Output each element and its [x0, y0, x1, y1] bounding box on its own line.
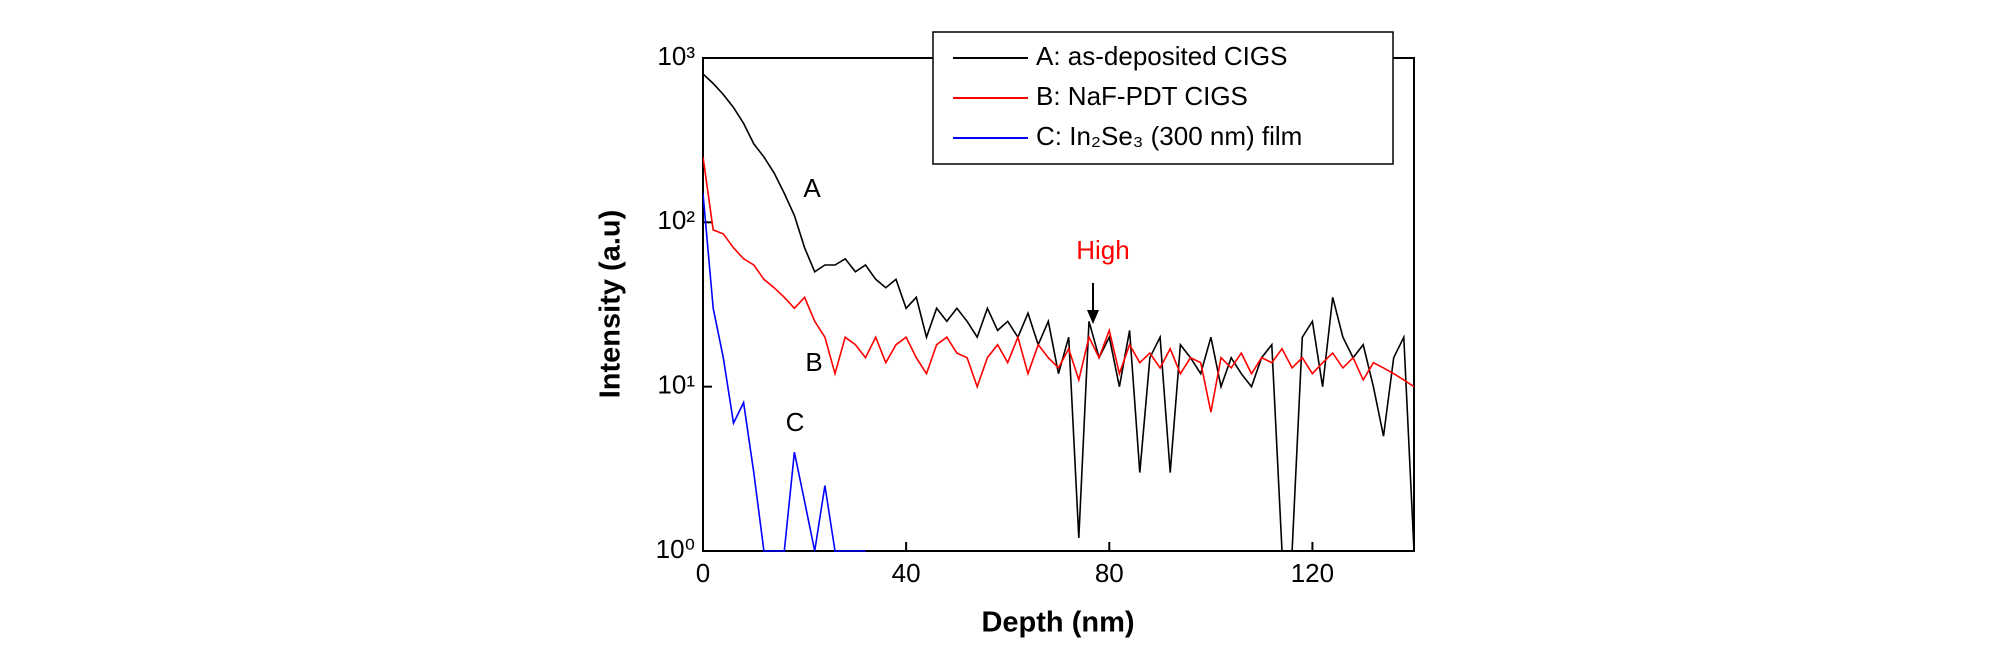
y-axis-label: Intensity (a.u)	[595, 210, 627, 399]
x-tick-label: 40	[892, 558, 921, 588]
x-tick-label: 80	[1095, 558, 1124, 588]
series-line	[703, 156, 1414, 413]
legend-label: B: NaF-PDT CIGS	[1036, 81, 1248, 111]
annotation: High	[1076, 235, 1129, 265]
series-line	[703, 193, 866, 552]
y-tick-label: 10³	[657, 41, 695, 71]
annotation: B	[805, 347, 822, 377]
legend-label: C: In₂Se₃ (300 nm) film	[1036, 121, 1302, 151]
legend-label: A: as-deposited CIGS	[1036, 41, 1287, 71]
y-tick-label: 10²	[657, 205, 695, 235]
annotation-arrowhead	[1087, 310, 1099, 324]
x-tick-label: 0	[696, 558, 710, 588]
annotation: C	[786, 407, 805, 437]
plot-lines	[703, 73, 1414, 552]
y-tick-label: 10⁰	[656, 534, 695, 564]
y-tick-label: 10¹	[657, 370, 695, 400]
annotation: A	[803, 173, 821, 203]
x-tick-label: 120	[1291, 558, 1334, 588]
x-axis-label: Depth (nm)	[981, 607, 1134, 639]
series-line	[703, 73, 1414, 552]
